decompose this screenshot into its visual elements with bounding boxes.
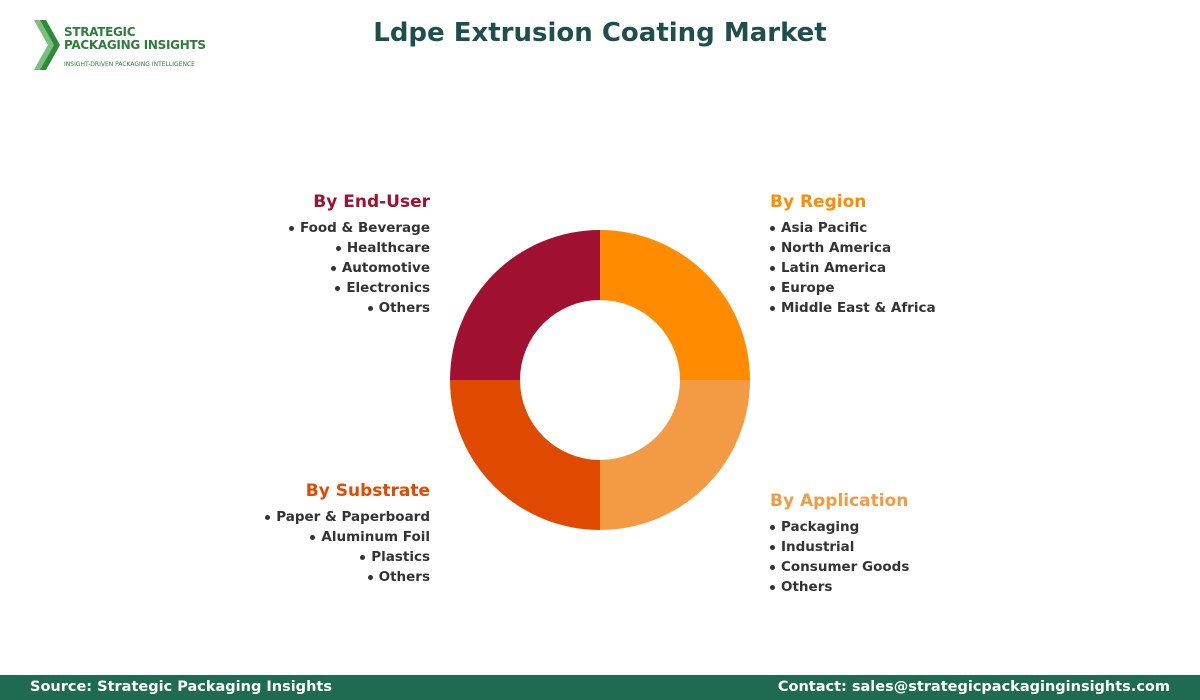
item-label: Consumer Goods — [781, 559, 910, 575]
donut-segment — [450, 380, 600, 530]
segment-title: By Application — [770, 491, 909, 511]
segment-item: Others — [170, 298, 430, 318]
segment-item: Packaging — [770, 517, 1030, 537]
bullet — [770, 225, 775, 231]
segment: By Application Packaging Industrial Consume… — [770, 491, 1030, 597]
segment-item: Plastics — [170, 547, 430, 567]
segment-item: Latin America — [770, 258, 1030, 278]
segment-item: Aluminum Foil — [170, 527, 430, 547]
bullet — [770, 564, 775, 570]
segment-item: Electronics — [170, 278, 430, 298]
donut-segment — [600, 230, 750, 380]
title: Ldpe Extrusion Coating Market — [373, 18, 827, 48]
bullet — [265, 514, 271, 520]
bullet — [310, 534, 316, 540]
segment: By End-User Food & Beverage Healthcare Auto… — [170, 192, 430, 318]
bullet — [770, 285, 775, 291]
donut-segment — [450, 230, 600, 380]
item-label: Food & Beverage — [299, 220, 430, 236]
item-label: Industrial — [781, 539, 855, 555]
segment-item: Middle East & Africa — [770, 298, 1030, 318]
segment: By Region Asia Pacific North America Latin … — [770, 192, 1030, 318]
logo-name: PACKAGING INSIGHTS — [64, 38, 206, 52]
footer: Source: Strategic Packaging Insights Con… — [0, 675, 1200, 700]
segment-title: By End-User — [313, 192, 430, 212]
segment-title: By Region — [770, 192, 867, 212]
segment: By Substrate Paper & Paperboard Aluminum F… — [170, 481, 430, 587]
donut — [450, 230, 750, 530]
item-label: Others — [781, 579, 833, 595]
footer-contact: Contact: sales@strategicpackaginginsight… — [777, 679, 1170, 695]
item-label: Others — [378, 300, 430, 316]
footer-source: Source: Strategic Packaging Insights — [30, 679, 332, 695]
item-label: Latin America — [781, 260, 887, 276]
segment-item: Automotive — [170, 258, 430, 278]
bullet — [770, 245, 775, 251]
item-label: Plastics — [371, 549, 430, 565]
bullet — [770, 305, 775, 311]
bullet — [288, 225, 294, 231]
bullet — [770, 584, 775, 590]
item-label: Asia Pacific — [781, 220, 868, 236]
logo-name: STRATEGIC — [64, 25, 136, 39]
donut-segment — [600, 380, 750, 530]
bullet — [770, 544, 775, 550]
item-label: North America — [781, 240, 892, 256]
item-label: Packaging — [781, 519, 860, 535]
segment-title: By Substrate — [305, 481, 430, 501]
bullet — [770, 524, 775, 530]
logo-mark — [34, 20, 60, 70]
bullet — [335, 285, 341, 291]
item-label: Aluminum Foil — [321, 529, 430, 545]
bullet — [360, 554, 366, 560]
logo-tagline: INSIGHT-DRIVEN PACKAGING INTELLIGENCE — [64, 61, 195, 68]
item-label: Middle East & Africa — [781, 300, 936, 316]
segment-item: Others — [170, 567, 430, 587]
item-label: Electronics — [346, 280, 430, 296]
bullet — [330, 265, 336, 271]
segment-item: Consumer Goods — [770, 557, 1030, 577]
segment-item: North America — [770, 238, 1030, 258]
segment-item: Others — [770, 577, 1030, 597]
item-label: Others — [378, 569, 430, 585]
bullet — [367, 305, 373, 311]
segment-item: Industrial — [770, 537, 1030, 557]
bullet — [770, 265, 775, 271]
segment-item: Healthcare — [170, 238, 430, 258]
segment-item: Asia Pacific — [770, 218, 1030, 238]
item-label: Europe — [781, 280, 835, 296]
segment-item: Food & Beverage — [170, 218, 430, 238]
segment-item: Europe — [770, 278, 1030, 298]
bullet — [335, 245, 341, 251]
item-label: Automotive — [341, 260, 430, 276]
bullet — [367, 574, 373, 580]
segment-item: Paper & Paperboard — [170, 507, 430, 527]
item-label: Healthcare — [346, 240, 430, 256]
item-label: Paper & Paperboard — [276, 509, 430, 525]
